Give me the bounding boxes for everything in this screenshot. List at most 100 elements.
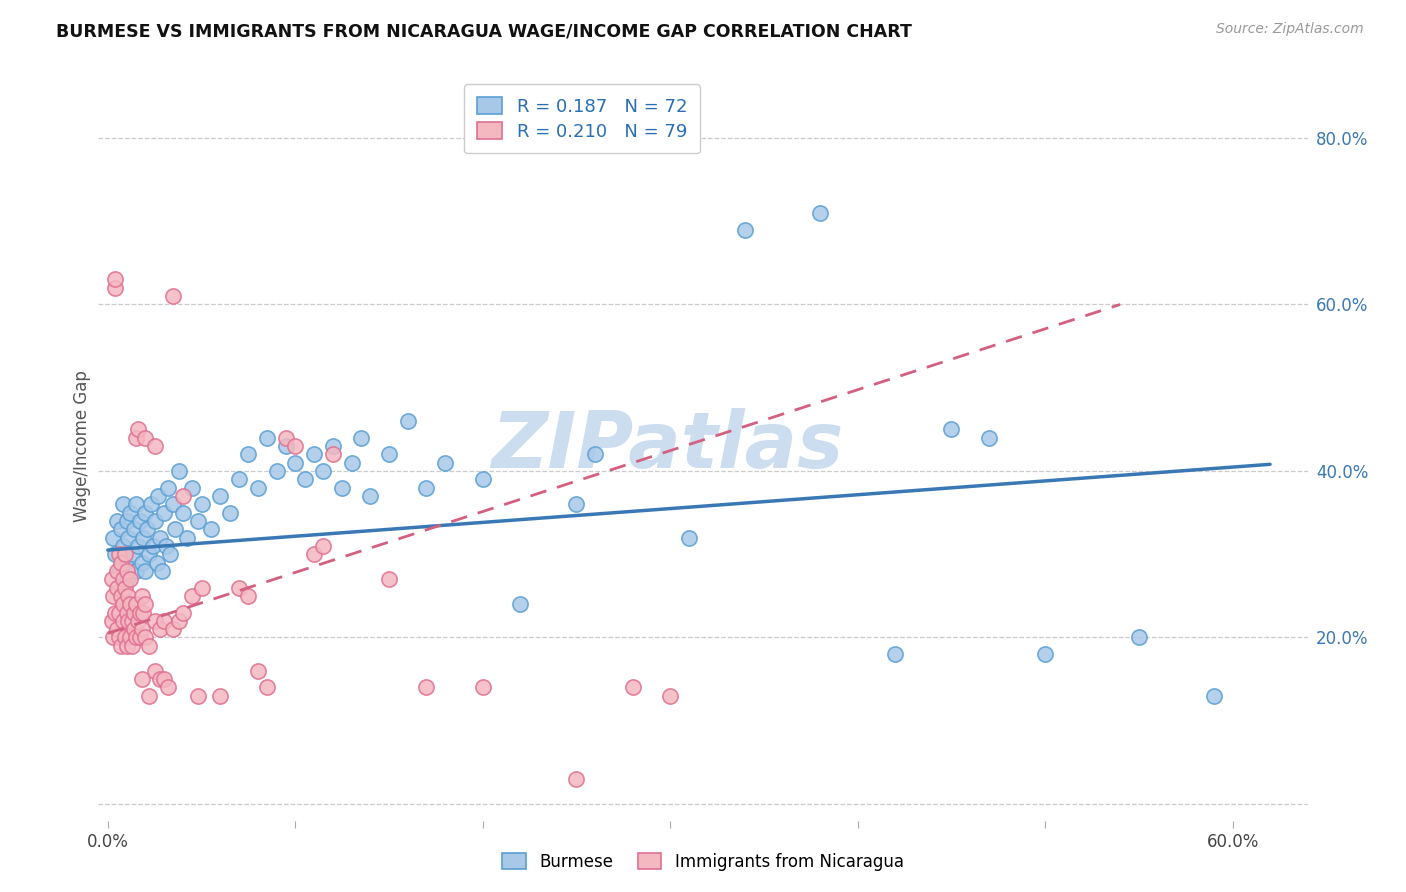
Point xyxy=(200,522,222,536)
Point xyxy=(125,631,148,645)
Point xyxy=(162,622,184,636)
Point xyxy=(115,572,138,586)
Point xyxy=(209,489,232,503)
Point xyxy=(350,431,373,445)
Point xyxy=(125,597,148,611)
Point xyxy=(378,447,401,461)
Point xyxy=(396,414,419,428)
Point xyxy=(117,531,139,545)
Point xyxy=(228,472,250,486)
Point xyxy=(131,556,153,570)
Point xyxy=(134,564,156,578)
Point xyxy=(110,556,132,570)
Point xyxy=(330,481,353,495)
Point xyxy=(110,522,132,536)
Point xyxy=(134,431,156,445)
Point xyxy=(111,539,134,553)
Point xyxy=(115,606,138,620)
Point xyxy=(143,514,166,528)
Point xyxy=(138,689,160,703)
Point xyxy=(1033,647,1056,661)
Point xyxy=(131,622,153,636)
Point xyxy=(117,589,139,603)
Text: ZIPatlas: ZIPatlas xyxy=(491,408,842,484)
Point xyxy=(149,622,172,636)
Point xyxy=(808,206,831,220)
Text: Source: ZipAtlas.com: Source: ZipAtlas.com xyxy=(1216,22,1364,37)
Point xyxy=(228,581,250,595)
Point xyxy=(111,497,134,511)
Point xyxy=(114,581,136,595)
Point xyxy=(1202,689,1225,703)
Point xyxy=(114,556,136,570)
Point xyxy=(162,497,184,511)
Legend: Burmese, Immigrants from Nicaragua: Burmese, Immigrants from Nicaragua xyxy=(494,845,912,880)
Point xyxy=(266,464,288,478)
Point xyxy=(565,497,588,511)
Point xyxy=(125,564,148,578)
Point xyxy=(108,631,131,645)
Point xyxy=(115,639,138,653)
Point xyxy=(159,547,181,561)
Point xyxy=(165,522,187,536)
Point xyxy=(104,547,127,561)
Point xyxy=(108,547,131,561)
Y-axis label: Wage/Income Gap: Wage/Income Gap xyxy=(73,370,91,522)
Point xyxy=(176,531,198,545)
Point xyxy=(149,672,172,686)
Point xyxy=(115,564,138,578)
Point xyxy=(142,539,165,553)
Point xyxy=(127,422,149,436)
Point xyxy=(190,581,212,595)
Point xyxy=(120,572,142,586)
Point xyxy=(134,506,156,520)
Point xyxy=(322,439,344,453)
Point xyxy=(415,481,437,495)
Point xyxy=(127,539,149,553)
Point xyxy=(103,589,125,603)
Point xyxy=(128,514,150,528)
Point xyxy=(105,564,128,578)
Point xyxy=(122,606,145,620)
Point xyxy=(884,647,907,661)
Point xyxy=(153,506,176,520)
Point xyxy=(120,631,142,645)
Legend: R = 0.187   N = 72, R = 0.210   N = 79: R = 0.187 N = 72, R = 0.210 N = 79 xyxy=(464,84,700,153)
Point xyxy=(149,531,172,545)
Point xyxy=(274,431,297,445)
Point xyxy=(120,597,142,611)
Point xyxy=(108,606,131,620)
Point xyxy=(434,456,457,470)
Point xyxy=(115,514,138,528)
Point xyxy=(111,597,134,611)
Point xyxy=(415,681,437,695)
Point xyxy=(150,564,173,578)
Point xyxy=(621,681,644,695)
Point xyxy=(218,506,240,520)
Point xyxy=(111,614,134,628)
Point xyxy=(167,614,190,628)
Point xyxy=(284,439,307,453)
Point xyxy=(148,489,170,503)
Point xyxy=(471,681,494,695)
Point xyxy=(121,614,143,628)
Point xyxy=(156,681,179,695)
Point xyxy=(238,447,260,461)
Point xyxy=(103,631,125,645)
Point xyxy=(509,597,531,611)
Point xyxy=(312,464,335,478)
Point xyxy=(322,447,344,461)
Point xyxy=(256,681,278,695)
Point xyxy=(209,689,232,703)
Point xyxy=(153,614,176,628)
Point xyxy=(138,639,160,653)
Point xyxy=(125,497,148,511)
Point xyxy=(122,622,145,636)
Point xyxy=(100,614,122,628)
Point xyxy=(187,689,209,703)
Point xyxy=(187,514,209,528)
Text: BURMESE VS IMMIGRANTS FROM NICARAGUA WAGE/INCOME GAP CORRELATION CHART: BURMESE VS IMMIGRANTS FROM NICARAGUA WAG… xyxy=(56,22,912,40)
Point xyxy=(138,547,160,561)
Point xyxy=(104,272,127,286)
Point xyxy=(155,539,177,553)
